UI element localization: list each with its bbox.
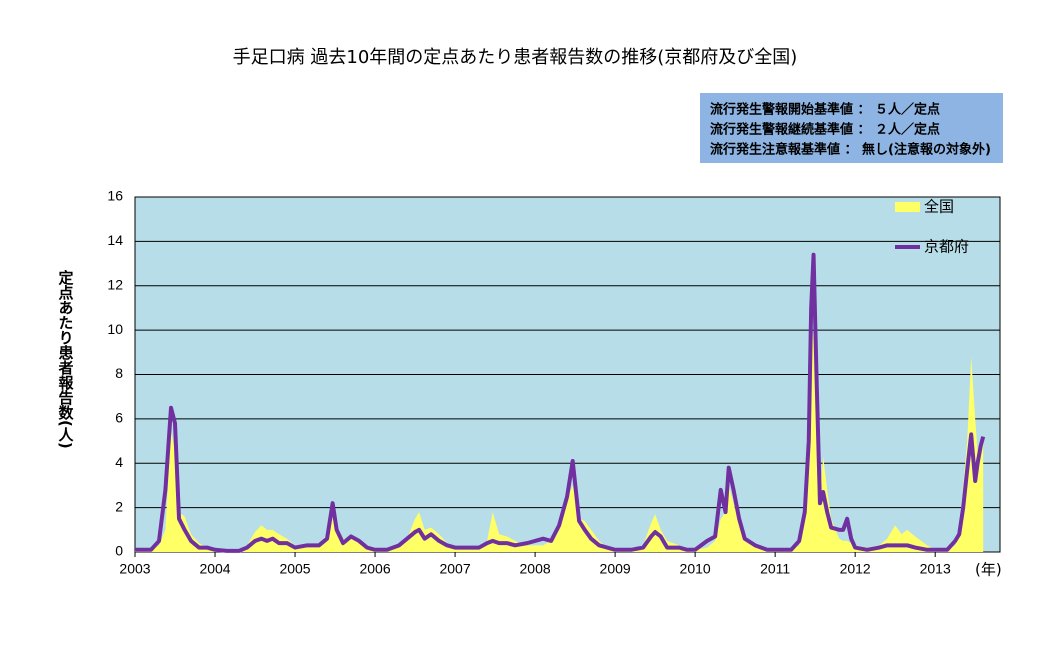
y-tick-label: 10	[107, 321, 123, 337]
y-tick-label: 2	[115, 498, 123, 514]
x-axis-unit: (年)	[975, 561, 1002, 579]
line	[135, 252, 986, 553]
x-tick-label: 2012	[840, 561, 871, 577]
note: 流行発生警報開始基準値 ： ５人／定点	[710, 102, 940, 118]
area	[135, 330, 984, 552]
y-axis-label: 定点あたり患者報告数(人)	[57, 269, 75, 449]
x-tick-label: 2013	[920, 561, 951, 577]
x-tick-label: 2010	[680, 561, 711, 577]
y-tick-label: 0	[115, 543, 123, 559]
legend-label: 京都府	[924, 238, 969, 256]
x-tick-label: 2004	[199, 561, 230, 577]
y-tick-label: 12	[107, 276, 123, 292]
legend-swatch	[895, 202, 920, 212]
x-tick-label: 2007	[439, 561, 470, 577]
y-tick-label: 6	[115, 410, 123, 426]
x-tick-label: 2003	[119, 561, 150, 577]
y-tick-label: 16	[107, 188, 123, 204]
legend-label: 全国	[924, 198, 954, 216]
note: 流行発生注意報基準値 ： 無し(注意報の対象外)	[710, 142, 991, 158]
x-tick-label: 2008	[520, 561, 551, 577]
y-tick-label: 4	[115, 454, 123, 470]
x-tick-label: 2005	[279, 561, 310, 577]
chart-title: 手足口病 過去10年間の定点あたり患者報告数の推移(京都府及び全国)	[233, 47, 798, 68]
x-tick-label: 2011	[760, 561, 790, 577]
x-tick-label: 2006	[359, 561, 390, 577]
notes-box	[700, 93, 1003, 163]
y-tick-label: 14	[107, 232, 123, 248]
note: 流行発生警報継続基準値 ： ２人／定点	[710, 122, 940, 138]
y-tick-label: 8	[115, 365, 123, 381]
x-tick-label: 2009	[600, 561, 631, 577]
